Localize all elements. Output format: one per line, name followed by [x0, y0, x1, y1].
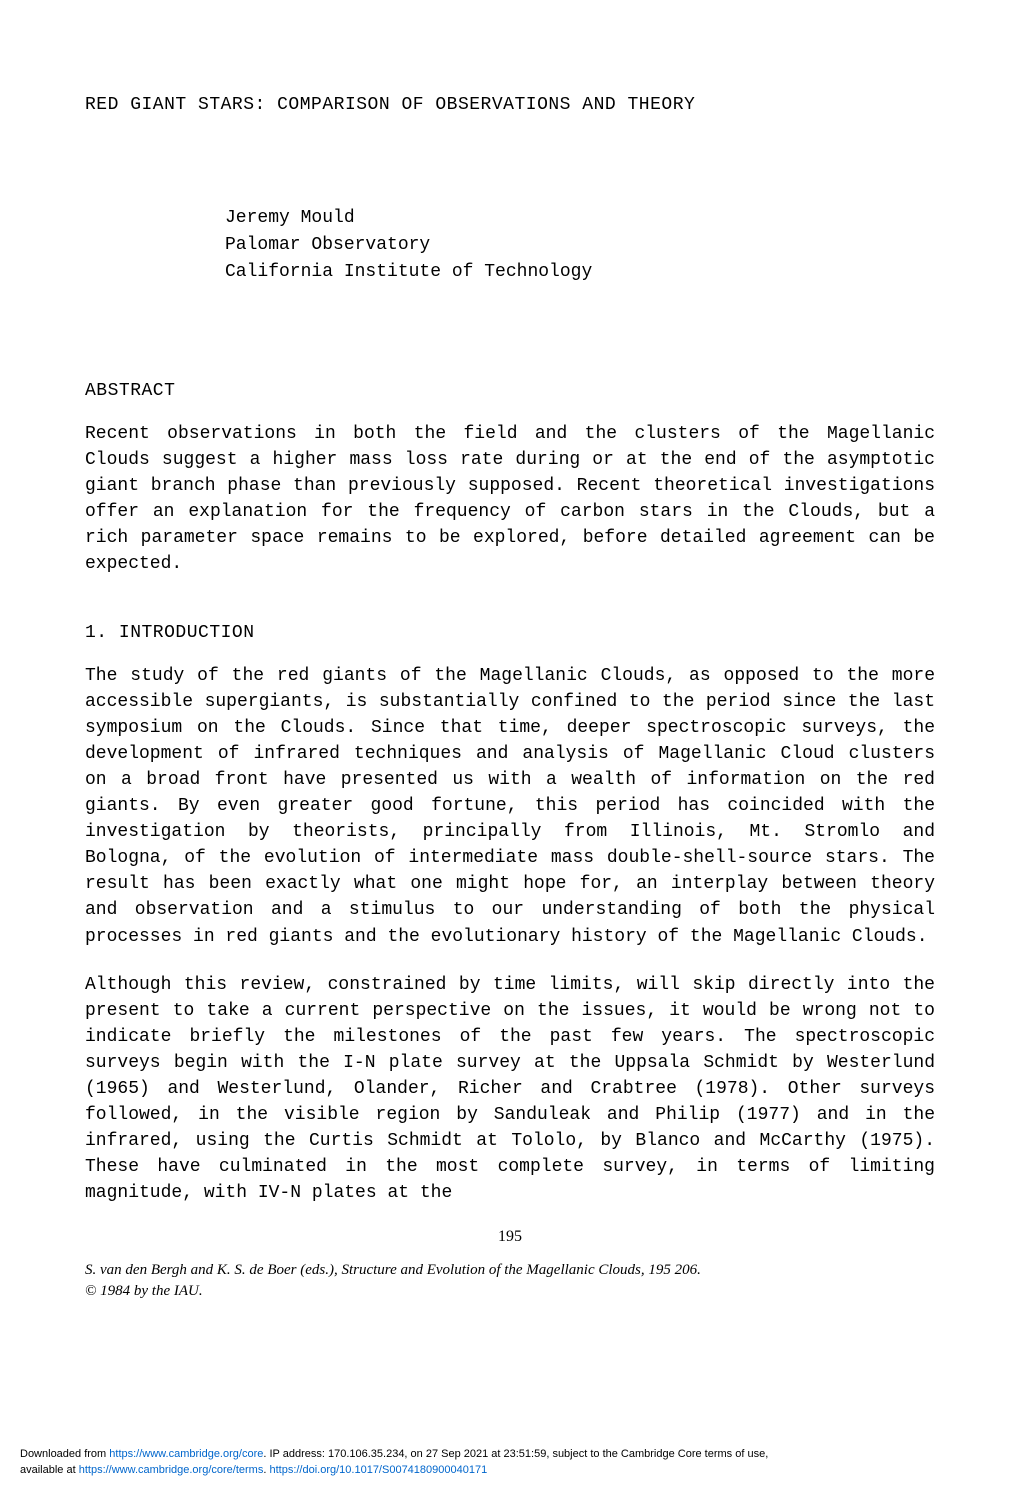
download-link-2[interactable]: https://www.cambridge.org/core/terms — [79, 1464, 264, 1476]
author-block: Jeremy Mould Palomar Observatory Califor… — [225, 205, 935, 286]
download-prefix-2: available at — [20, 1464, 79, 1476]
author-affiliation-1: Palomar Observatory — [225, 232, 935, 259]
citation-line-1: S. van den Bergh and K. S. de Boer (eds.… — [85, 1260, 935, 1281]
abstract-text: Recent observations in both the field an… — [85, 421, 935, 578]
paper-title: RED GIANT STARS: COMPARISON OF OBSERVATI… — [85, 95, 935, 115]
download-link-1[interactable]: https://www.cambridge.org/core — [109, 1448, 263, 1460]
page-number: 195 — [85, 1228, 935, 1246]
download-prefix: Downloaded from — [20, 1448, 109, 1460]
download-footer: Downloaded from https://www.cambridge.or… — [20, 1447, 768, 1478]
abstract-heading: ABSTRACT — [85, 381, 935, 401]
section-1-paragraph-2: Although this review, constrained by tim… — [85, 972, 935, 1207]
author-affiliation-2: California Institute of Technology — [225, 259, 935, 286]
download-link-3[interactable]: https://doi.org/10.1017/S007418090004017… — [269, 1464, 487, 1476]
citation-footer: S. van den Bergh and K. S. de Boer (eds.… — [85, 1260, 935, 1302]
page-content: RED GIANT STARS: COMPARISON OF OBSERVATI… — [0, 0, 1020, 1362]
author-name: Jeremy Mould — [225, 205, 935, 232]
citation-line-2: © 1984 by the IAU. — [85, 1281, 935, 1302]
section-1-paragraph-1: The study of the red giants of the Magel… — [85, 663, 935, 950]
section-1-heading: 1. INTRODUCTION — [85, 623, 935, 643]
download-middle-1: . IP address: 170.106.35.234, on 27 Sep … — [263, 1448, 768, 1460]
